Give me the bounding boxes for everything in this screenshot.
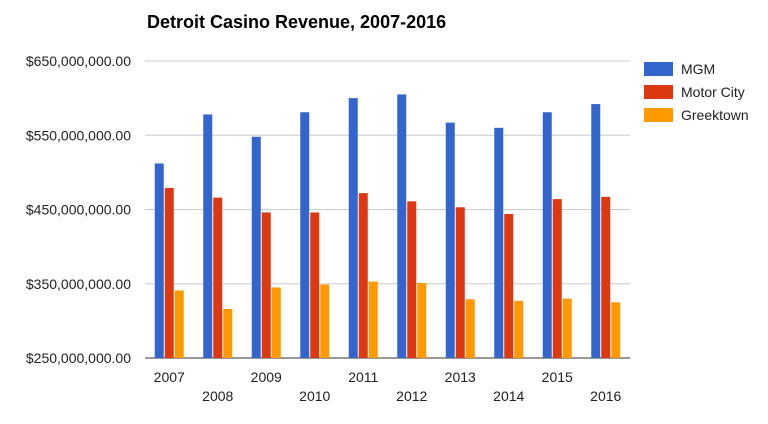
bar-motor-city (504, 213, 514, 358)
x-tick-label: 2010 (299, 388, 330, 404)
bar-mgm (154, 163, 164, 358)
bar-mgm (348, 98, 358, 358)
y-tick-label: $350,000,000.00 (26, 276, 131, 292)
legend-swatch (644, 62, 673, 76)
bar-motor-city (213, 197, 223, 358)
chart-title: Detroit Casino Revenue, 2007-2016 (147, 12, 447, 32)
bar-mgm (494, 127, 504, 358)
bar-mgm (251, 136, 261, 358)
x-tick-label: 2007 (154, 369, 185, 385)
legend-swatch (644, 108, 673, 122)
bar-motor-city (601, 196, 611, 358)
x-tick-label: 2008 (202, 388, 233, 404)
x-tick-label: 2013 (445, 369, 476, 385)
y-tick-label: $650,000,000.00 (26, 53, 131, 69)
y-tick-label: $250,000,000.00 (26, 350, 131, 366)
bar-motor-city (310, 212, 320, 358)
bar-mgm (397, 94, 407, 358)
x-tick-label: 2016 (590, 388, 621, 404)
bar-motor-city (164, 187, 174, 358)
bar-greektown (611, 302, 621, 358)
x-tick-label: 2012 (396, 388, 427, 404)
bar-mgm (542, 112, 552, 358)
legend-entry: Motor City (681, 84, 745, 100)
bar-greektown (223, 308, 233, 358)
bar-greektown (465, 299, 475, 358)
legend-swatch (644, 85, 673, 99)
x-tick-label: 2011 (348, 369, 378, 385)
bar-mgm (300, 112, 310, 358)
bar-motor-city (552, 199, 562, 358)
bar-greektown (174, 290, 184, 358)
bar-motor-city (358, 193, 368, 358)
bar-greektown (514, 300, 524, 358)
bar-greektown (562, 298, 572, 358)
bar-greektown (368, 281, 378, 358)
legend-entry: Greektown (681, 107, 749, 123)
legend-entry: MGM (681, 61, 715, 77)
bar-mgm (591, 104, 601, 358)
bar-motor-city (455, 207, 465, 358)
bar-motor-city (407, 201, 417, 358)
bar-greektown (320, 284, 330, 358)
bar-mgm (203, 114, 213, 359)
x-tick-label: 2014 (493, 388, 524, 404)
x-tick-label: 2015 (542, 369, 573, 385)
bar-greektown (417, 283, 427, 358)
bar-motor-city (261, 212, 271, 358)
bar-mgm (445, 122, 455, 358)
y-tick-label: $450,000,000.00 (26, 202, 131, 218)
bar-greektown (271, 287, 281, 358)
x-tick-label: 2009 (251, 369, 282, 385)
y-tick-label: $550,000,000.00 (26, 127, 131, 143)
